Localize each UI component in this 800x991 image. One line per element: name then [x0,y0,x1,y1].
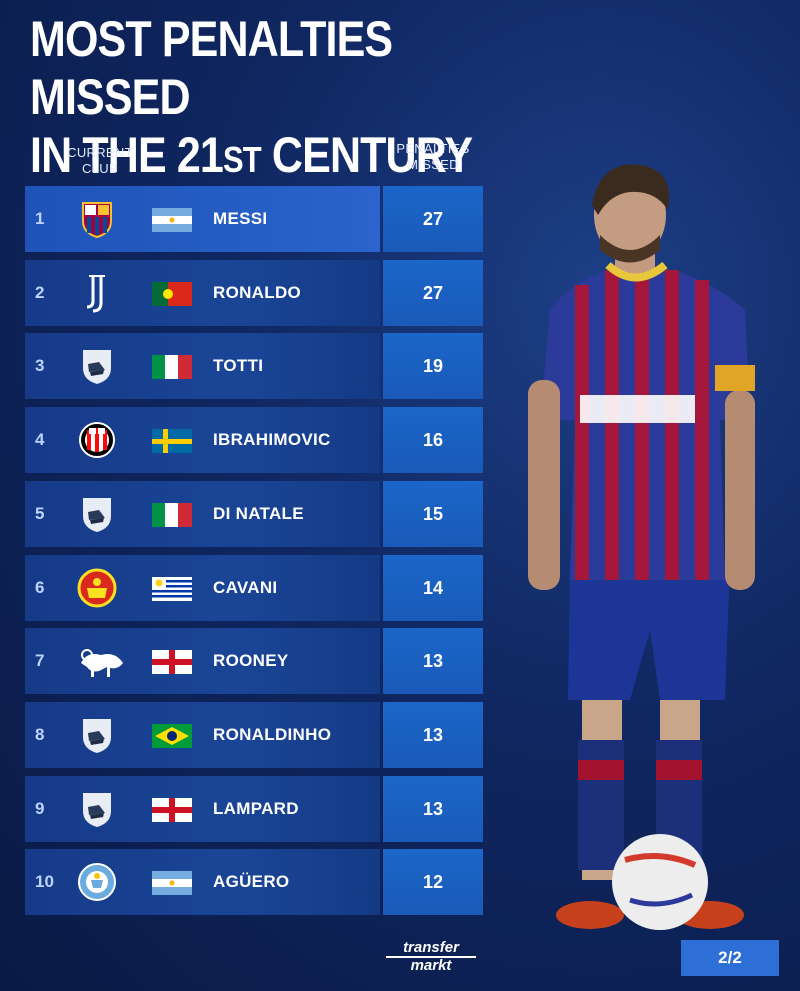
player-name: AGÜERO [213,872,290,892]
rank-number: 6 [35,577,45,597]
table-row: 7 ROONEY 13 [25,628,485,695]
manchester-city-crest [77,862,117,902]
retired-boots-icon [77,494,117,534]
rank-number: 1 [35,209,45,228]
penalties-missed-value: 13 [383,628,483,695]
manchester-united-crest [77,568,117,608]
player-name: DI NATALE [213,503,304,523]
row-background [25,259,380,326]
player-name: TOTTI [213,356,264,376]
penalties-missed-value: 16 [383,407,483,474]
table-row: 10 AGÜERO 12 [25,849,485,916]
rank-number: 3 [35,356,45,376]
player-name: RONALDO [213,282,302,302]
rank-number: 9 [35,798,45,818]
penalties-missed-value: 19 [383,333,483,400]
current-club-header: CURRENT CLUB [67,145,133,176]
page-indicator: 2/2 [681,940,779,976]
juventus-crest [77,273,117,313]
table-row: 2 RONALDO 27 [25,259,485,326]
italy-flag-icon [152,355,192,380]
table-row: 4 IBRAHIMOVIC 16 [25,407,485,474]
rank-number: 5 [35,503,45,523]
player-name: ROONEY [213,651,289,671]
retired-boots-icon [77,715,117,755]
table-row: 1 MESSI 27 [25,186,485,252]
retired-boots-icon [77,789,117,829]
england-flag-icon [152,797,192,822]
rank-number: 2 [35,282,45,302]
rank-number: 7 [35,651,45,671]
table-row: 6 CAVANI 14 [25,554,485,621]
penalties-missed-header: PENALTIES MISSED [396,141,470,172]
player-name: CAVANI [213,577,278,597]
brazil-flag-icon [152,723,192,748]
player-name: RONALDINHO [213,724,332,744]
ac-milan-crest [77,420,117,460]
rank-number: 10 [35,872,54,892]
penalties-missed-value: 15 [383,480,483,547]
derby-county-crest [77,641,123,681]
fc-barcelona-crest [77,199,117,239]
penalties-missed-value: 12 [383,849,483,916]
transfermarkt-logo: transfer markt [386,940,476,976]
page-title: MOST PENALTIES MISSED IN THE 21ST CENTUR… [30,10,512,189]
uruguay-flag-icon [152,576,192,601]
table-row: 5 DI NATALE 15 [25,480,485,547]
rank-number: 4 [35,430,45,450]
portugal-flag-icon [152,281,192,306]
player-name: LAMPARD [213,798,299,818]
table-row: 9 LAMPARD 13 [25,775,485,842]
retired-boots-icon [77,346,117,386]
argentina-flag-icon [152,871,192,896]
italy-flag-icon [152,502,192,527]
penalties-missed-value: 13 [383,701,483,768]
penalties-missed-value: 27 [383,186,483,252]
england-flag-icon [152,650,192,675]
penalties-missed-value: 27 [383,259,483,326]
player-name: MESSI [213,209,268,228]
player-name: IBRAHIMOVIC [213,430,331,450]
penalties-missed-value: 13 [383,775,483,842]
title-line-1: MOST PENALTIES MISSED [30,11,393,125]
table-row: 3 TOTTI 19 [25,333,485,400]
title-line-2: IN THE 21ST CENTURY [30,127,473,183]
rank-number: 8 [35,724,45,744]
argentina-flag-icon [152,208,192,232]
penalties-missed-value: 14 [383,554,483,621]
sweden-flag-icon [152,429,192,454]
table-row: 8 RONALDINHO 13 [25,701,485,768]
player-photo [528,164,755,930]
